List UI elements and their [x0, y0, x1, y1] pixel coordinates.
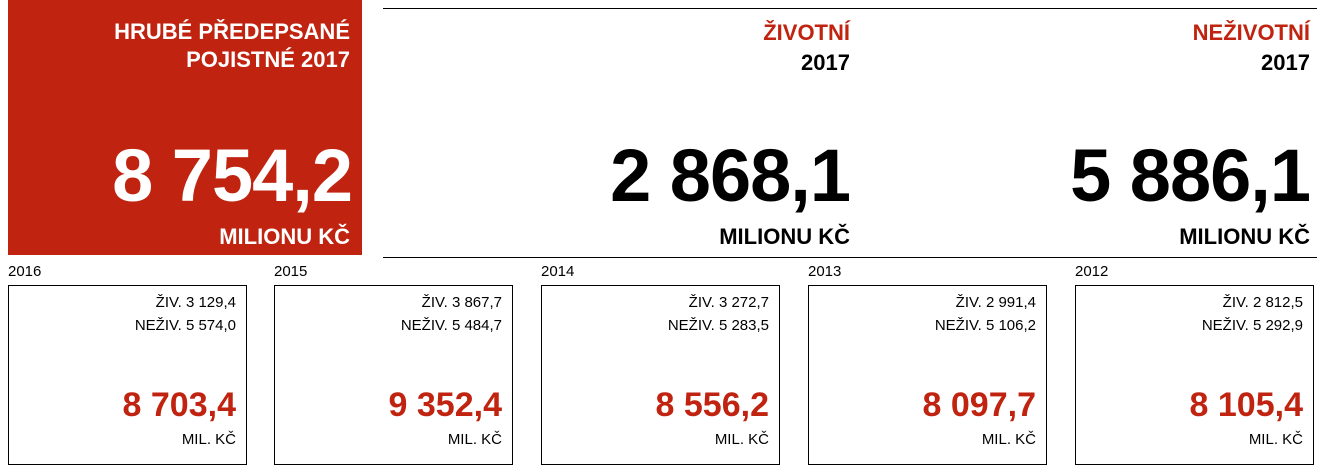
total-unit: MIL. KČ [447, 431, 502, 448]
year-label: 2014 [541, 263, 575, 280]
total-unit: MIL. KČ [181, 431, 236, 448]
total-value: 8 556,2 [655, 386, 769, 424]
hero-unit: MILIONU KČ [219, 224, 350, 249]
segment-name: ŽIVOTNÍ [763, 20, 850, 45]
year-label: 2012 [1075, 263, 1109, 280]
total-unit: MIL. KČ [1248, 431, 1303, 448]
total-value: 9 352,4 [388, 386, 502, 424]
total-value: 8 097,7 [922, 386, 1036, 424]
hero-panel: HRUBÉ PŘEDEPSANÉ POJISTNÉ 2017 8 754,2 M… [8, 0, 362, 255]
nonlife-value: NEŽIV. 5 484,7 [400, 317, 502, 334]
total-value: 8 105,4 [1189, 386, 1303, 424]
nonlife-value: NEŽIV. 5 292,9 [1201, 317, 1303, 334]
segment-year: 2017 [1261, 50, 1310, 75]
segment: NEŽIVOTNÍ 2017 5 886,1 MILIONU KČ [870, 0, 1311, 255]
life-value: ŽIV. 3 272,7 [688, 294, 769, 311]
segment-value: 2 868,1 [610, 134, 851, 217]
page: HRUBÉ PŘEDEPSANÉ POJISTNÉ 2017 8 754,2 M… [8, 0, 1317, 465]
segment-year: 2017 [801, 50, 850, 75]
hero-value: 8 754,2 [112, 134, 353, 217]
hero-title: HRUBÉ PŘEDEPSANÉ POJISTNÉ 2017 [114, 19, 350, 72]
year-box: ŽIV. 3 129,4 NEŽIV. 5 574,0 8 703,4 MIL. KČ [8, 285, 247, 465]
year-box: ŽIV. 3 867,7 NEŽIV. 5 484,7 9 352,4 MIL. KČ [274, 285, 513, 465]
segment-value: 5 886,1 [1070, 134, 1311, 217]
life-value: ŽIV. 2 991,4 [955, 294, 1036, 311]
bottom-rule [383, 257, 1317, 258]
total-unit: MIL. KČ [981, 431, 1036, 448]
life-value: ŽIV. 2 812,5 [1222, 294, 1303, 311]
nonlife-value: NEŽIV. 5 106,2 [934, 317, 1036, 334]
segment-unit: MILIONU KČ [719, 224, 850, 249]
life-value: ŽIV. 3 129,4 [155, 294, 236, 311]
nonlife-value: NEŽIV. 5 574,0 [134, 317, 236, 334]
total-value: 8 703,4 [122, 386, 236, 424]
segment-name: NEŽIVOTNÍ [1192, 20, 1310, 45]
year-label: 2016 [8, 263, 42, 280]
segment: ŽIVOTNÍ 2017 2 868,1 MILIONU KČ [410, 0, 851, 255]
year-box: ŽIV. 2 812,5 NEŽIV. 5 292,9 8 105,4 MIL. KČ [1075, 285, 1314, 465]
top-rule [383, 8, 1317, 9]
life-value: ŽIV. 3 867,7 [421, 294, 502, 311]
year-label: 2013 [808, 263, 842, 280]
total-unit: MIL. KČ [714, 431, 769, 448]
nonlife-value: NEŽIV. 5 283,5 [667, 317, 769, 334]
segment-unit: MILIONU KČ [1179, 224, 1310, 249]
year-box: ŽIV. 2 991,4 NEŽIV. 5 106,2 8 097,7 MIL. KČ [808, 285, 1047, 465]
year-label: 2015 [274, 263, 308, 280]
year-box: ŽIV. 3 272,7 NEŽIV. 5 283,5 8 556,2 MIL. KČ [541, 285, 780, 465]
